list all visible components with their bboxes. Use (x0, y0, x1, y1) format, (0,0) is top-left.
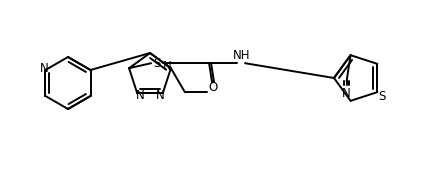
Text: O: O (208, 81, 218, 94)
Text: S: S (379, 90, 386, 103)
Text: NH: NH (233, 49, 251, 62)
Text: N: N (40, 62, 49, 75)
Text: N: N (163, 60, 171, 73)
Text: N: N (155, 89, 164, 102)
Text: N: N (136, 89, 144, 102)
Text: S: S (153, 57, 161, 70)
Text: N: N (342, 87, 351, 100)
